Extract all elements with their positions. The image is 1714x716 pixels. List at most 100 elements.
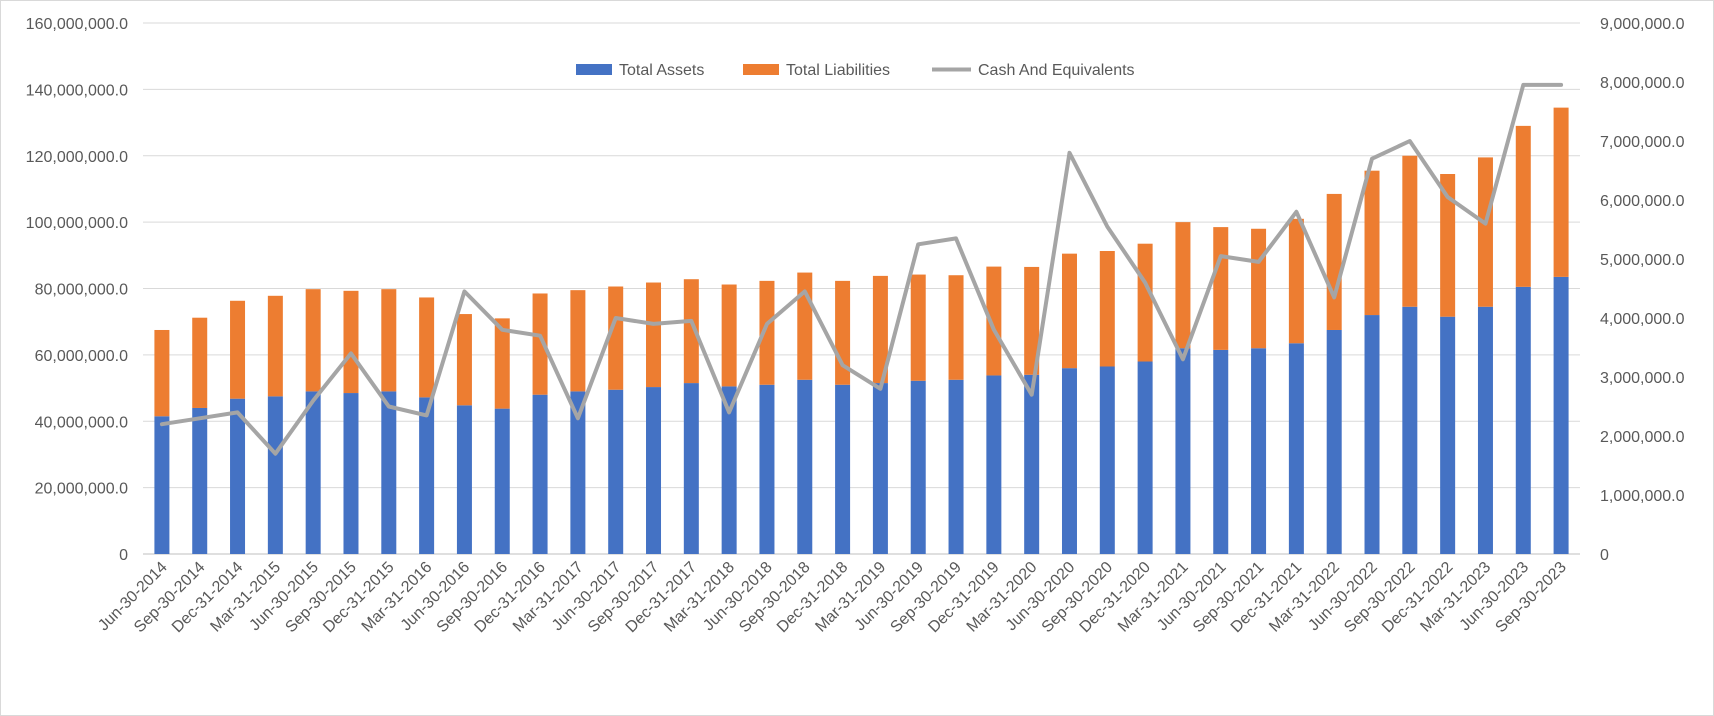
bar-total-liabilities — [759, 280, 775, 385]
bar-total-liabilities — [532, 293, 548, 395]
bar-total-liabilities — [1553, 107, 1569, 277]
bar-total-assets — [1440, 316, 1456, 554]
bar-total-assets — [494, 408, 510, 554]
y2-tick-label: 1,000,000.0 — [1600, 488, 1685, 505]
bar-total-liabilities — [872, 275, 888, 384]
y-tick-label: 140,000,000.0 — [26, 82, 128, 99]
y2-tick-label: 7,000,000.0 — [1600, 134, 1685, 151]
y2-tick-label: 0 — [1600, 547, 1609, 564]
bar-total-assets — [1061, 368, 1077, 554]
bar-total-liabilities — [1440, 174, 1456, 317]
bar-total-liabilities — [1326, 193, 1342, 330]
bar-total-liabilities — [1477, 157, 1493, 307]
y-tick-label: 160,000,000.0 — [26, 16, 128, 33]
bar-total-assets — [570, 391, 586, 554]
bar-series — [154, 107, 1569, 554]
bar-total-assets — [267, 396, 283, 554]
legend-label-cash-and-equivalents: Cash And Equivalents — [978, 62, 1135, 79]
bar-total-assets — [1402, 306, 1418, 554]
bar-total-assets — [910, 380, 926, 554]
y2-tick-label: 9,000,000.0 — [1600, 16, 1685, 33]
bar-total-liabilities — [494, 318, 510, 409]
bar-total-assets — [381, 391, 397, 554]
bar-total-liabilities — [1024, 266, 1040, 375]
legend: Total Assets Total Liabilities Cash And … — [576, 62, 1135, 79]
bar-total-liabilities — [646, 282, 662, 388]
bar-total-assets — [1553, 276, 1569, 554]
bar-total-liabilities — [1061, 253, 1077, 369]
bar-total-assets — [532, 394, 548, 554]
bar-total-assets — [1364, 315, 1380, 554]
bar-total-assets — [948, 379, 964, 554]
bar-total-liabilities — [192, 317, 208, 408]
x-axis: Jun-30-2014Sep-30-2014Dec-31-2014Mar-31-… — [95, 559, 1570, 637]
bar-total-liabilities — [305, 289, 321, 392]
y2-tick-label: 4,000,000.0 — [1600, 311, 1685, 328]
bar-total-assets — [872, 383, 888, 554]
bar-total-liabilities — [1137, 243, 1153, 362]
bar-total-assets — [835, 384, 851, 554]
y2-tick-label: 6,000,000.0 — [1600, 193, 1685, 210]
bar-total-liabilities — [683, 279, 699, 384]
y2-tick-label: 8,000,000.0 — [1600, 75, 1685, 92]
bar-total-assets — [608, 389, 624, 554]
y-tick-label: 0 — [119, 547, 128, 564]
bar-total-liabilities — [1364, 170, 1380, 316]
y-tick-label: 40,000,000.0 — [35, 414, 129, 431]
y2-tick-label: 3,000,000.0 — [1600, 370, 1685, 387]
bar-total-liabilities — [1515, 125, 1531, 287]
bar-total-liabilities — [1288, 218, 1304, 344]
bar-total-assets — [1288, 343, 1304, 554]
bar-total-assets — [759, 384, 775, 554]
legend-label-total-liabilities: Total Liabilities — [786, 62, 890, 79]
bar-total-liabilities — [570, 290, 586, 392]
bar-total-liabilities — [154, 329, 170, 417]
bar-total-liabilities — [1175, 222, 1191, 349]
bar-total-assets — [1251, 348, 1267, 554]
bar-total-assets — [230, 398, 246, 554]
bar-total-assets — [797, 379, 813, 554]
bar-total-assets — [683, 383, 699, 554]
bar-total-liabilities — [1213, 227, 1229, 350]
bar-total-assets — [1099, 366, 1115, 554]
y-tick-label: 20,000,000.0 — [35, 481, 129, 498]
bar-total-liabilities — [1402, 155, 1418, 307]
bar-total-liabilities — [419, 297, 435, 398]
bar-total-liabilities — [910, 274, 926, 381]
y2-tick-label: 2,000,000.0 — [1600, 429, 1685, 446]
bar-total-assets — [986, 375, 1002, 554]
y-tick-label: 80,000,000.0 — [35, 282, 129, 299]
bar-total-liabilities — [456, 314, 472, 406]
line-series — [159, 82, 1564, 456]
bar-total-assets — [1175, 348, 1191, 554]
y-tick-label: 100,000,000.0 — [26, 215, 128, 232]
bar-total-assets — [1137, 361, 1153, 554]
y-tick-label: 60,000,000.0 — [35, 348, 129, 365]
legend-swatch-total-assets — [576, 64, 612, 75]
legend-swatch-total-liabilities — [743, 64, 779, 75]
y-axis-right: 0 1,000,000.0 2,000,000.0 3,000,000.0 4,000,… — [1600, 16, 1685, 564]
bar-total-liabilities — [267, 295, 283, 397]
bar-total-liabilities — [986, 266, 1002, 376]
bar-total-assets — [305, 391, 321, 554]
y2-tick-label: 5,000,000.0 — [1600, 252, 1685, 269]
bar-total-assets — [1326, 329, 1342, 554]
bar-total-liabilities — [948, 275, 964, 380]
bar-total-liabilities — [343, 290, 359, 394]
bar-total-assets — [1477, 306, 1493, 554]
legend-label-total-assets: Total Assets — [619, 62, 704, 79]
bar-total-liabilities — [797, 272, 813, 380]
bar-total-assets — [1515, 286, 1531, 554]
bar-total-assets — [456, 405, 472, 554]
bar-total-assets — [154, 416, 170, 554]
bar-total-assets — [646, 387, 662, 554]
bar-total-liabilities — [721, 284, 737, 387]
bar-total-assets — [343, 393, 359, 554]
y-axis-left: 0 20,000,000.0 40,000,000.0 60,000,000.0 80,… — [26, 16, 128, 564]
gridlines — [143, 22, 1580, 555]
bar-total-assets — [721, 386, 737, 554]
bar-total-liabilities — [1099, 250, 1115, 367]
bar-total-assets — [1024, 374, 1040, 554]
